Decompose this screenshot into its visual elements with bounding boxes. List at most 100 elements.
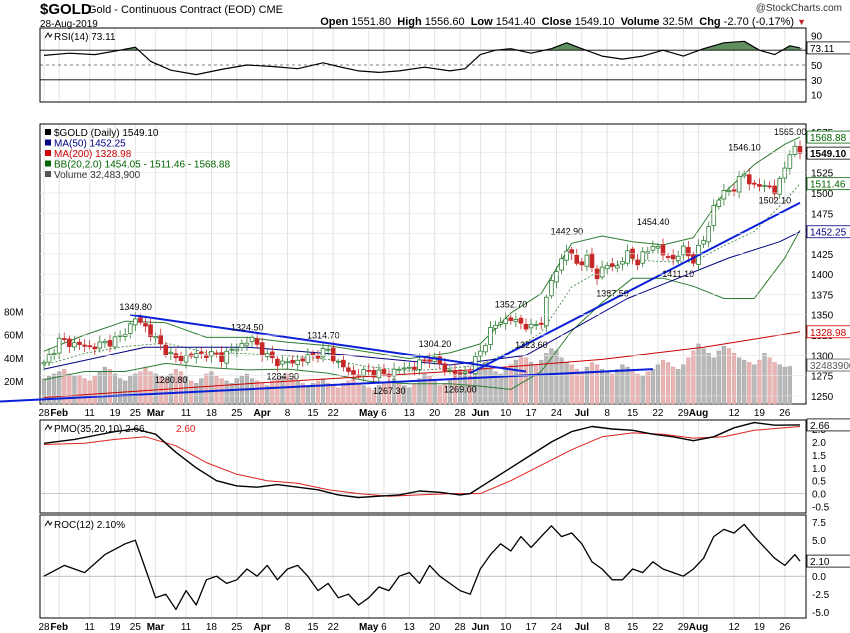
- candle-body: [711, 205, 717, 226]
- candle-body: [569, 249, 574, 255]
- price-annotation: 1269.00: [444, 384, 477, 394]
- candle-body: [706, 226, 711, 243]
- ma200-line: [43, 331, 801, 398]
- candle-body: [239, 343, 245, 348]
- price-annotation: 1304.20: [419, 339, 452, 349]
- volume-bar: [671, 366, 676, 405]
- price-annotation: 1284.90: [266, 372, 299, 382]
- candle-body: [133, 318, 138, 326]
- x-tick-label-price: Mar: [147, 408, 165, 419]
- candle-body: [741, 173, 747, 177]
- price-annotation: 1267.30: [373, 386, 406, 396]
- volume-bar: [376, 385, 381, 405]
- volume-bar: [163, 378, 168, 405]
- candle-body: [772, 185, 777, 195]
- price-value-tag-box: [806, 358, 850, 372]
- volume-bar: [417, 378, 422, 405]
- volume-bar: [285, 373, 290, 405]
- rsi-tick-label: 30: [811, 76, 823, 87]
- volume-bar: [625, 366, 630, 405]
- volume-bar: [72, 376, 77, 405]
- x-tick-label-price: 22: [328, 408, 340, 419]
- volume-bar: [721, 346, 726, 405]
- volume-bar: [503, 369, 508, 405]
- roc-tick-label: -2.5: [812, 590, 830, 601]
- x-tick-label-price: 18: [206, 408, 218, 419]
- price-tick-label: 1425: [811, 250, 834, 261]
- volume-bar: [579, 371, 584, 405]
- volume-bar: [600, 369, 605, 405]
- x-tick-label-bottom: 13: [404, 622, 416, 633]
- chart-date: 28-Aug-2019: [40, 19, 98, 30]
- candle-body: [442, 363, 448, 372]
- volume-bar: [118, 378, 123, 405]
- candle-body: [609, 263, 615, 267]
- x-tick-label-price: 13: [404, 408, 416, 419]
- price-tick-label: 1375: [811, 290, 834, 301]
- volume-tick-label: 80M: [4, 308, 23, 319]
- volume-bar: [513, 359, 518, 405]
- volume-bar: [518, 355, 524, 405]
- close-label: Close: [541, 16, 572, 28]
- candle-body: [82, 344, 87, 347]
- candle-body: [138, 317, 143, 323]
- candle-body: [117, 334, 123, 337]
- legend-swatch: [45, 171, 51, 177]
- volume-bar: [52, 373, 57, 405]
- x-tick-label-bottom: 22: [328, 622, 340, 633]
- low-value: 1541.40: [495, 16, 536, 28]
- x-tick-label-bottom: 25: [231, 622, 243, 633]
- volume-bar: [549, 348, 554, 405]
- volume-bar: [341, 383, 346, 405]
- legend-swatch: [45, 160, 51, 167]
- candle-body: [660, 244, 666, 256]
- rsi-legend-icon: [44, 31, 53, 39]
- x-tick-label-price: Jul: [575, 408, 590, 419]
- x-tick-label-price: 22: [652, 408, 664, 419]
- roc-tick-label: 5.0: [812, 536, 826, 547]
- x-tick-label-price: 20: [429, 408, 441, 419]
- price-annotation: 1323.60: [515, 340, 548, 350]
- volume-label: Volume: [620, 16, 660, 28]
- volume-bar: [41, 378, 47, 405]
- pmo-frame: [39, 419, 807, 514]
- rsi-tick-label: 50: [811, 61, 823, 72]
- open-label: Open: [320, 16, 349, 28]
- volume-bar: [457, 369, 463, 405]
- candle-body: [183, 355, 189, 363]
- x-tick-label-price: May: [359, 408, 379, 419]
- bb-upper-line: [43, 136, 801, 360]
- open-value: 1551.80: [351, 16, 392, 28]
- legend-swatch: [45, 150, 51, 156]
- x-tick-label-bottom: 26: [779, 622, 791, 633]
- x-tick-label-price: Feb: [50, 408, 68, 419]
- volume-bar: [275, 378, 280, 405]
- x-tick-label-bottom: 19: [109, 622, 121, 633]
- candle-body: [513, 318, 519, 323]
- candle-body: [427, 359, 432, 362]
- volume-bar: [726, 348, 732, 405]
- pmo-line: [43, 421, 801, 499]
- volume-bar: [630, 371, 635, 405]
- volume-bar: [640, 376, 645, 405]
- volume-bar: [371, 389, 376, 405]
- price-annotation: 1352.70: [495, 300, 528, 310]
- volume-bar: [128, 376, 133, 405]
- pmo-tick-label: 0.0: [812, 490, 826, 501]
- candle-body: [234, 348, 240, 352]
- x-tick-label-bottom: 29: [678, 622, 690, 633]
- candle-body: [92, 346, 98, 350]
- x-tick-label-price: 26: [779, 408, 791, 419]
- candle-body: [214, 352, 219, 355]
- price-value-tag-box: [806, 325, 850, 339]
- x-tick-label-price: 10: [500, 408, 512, 419]
- candle-body: [417, 359, 422, 370]
- candle-body: [675, 255, 681, 261]
- price-legend-entry: MA(50) 1452.25: [54, 139, 126, 150]
- price-value-tag-box: [806, 177, 850, 191]
- volume-bar: [534, 364, 539, 405]
- volume-bar: [620, 364, 625, 405]
- candle-body: [259, 342, 265, 356]
